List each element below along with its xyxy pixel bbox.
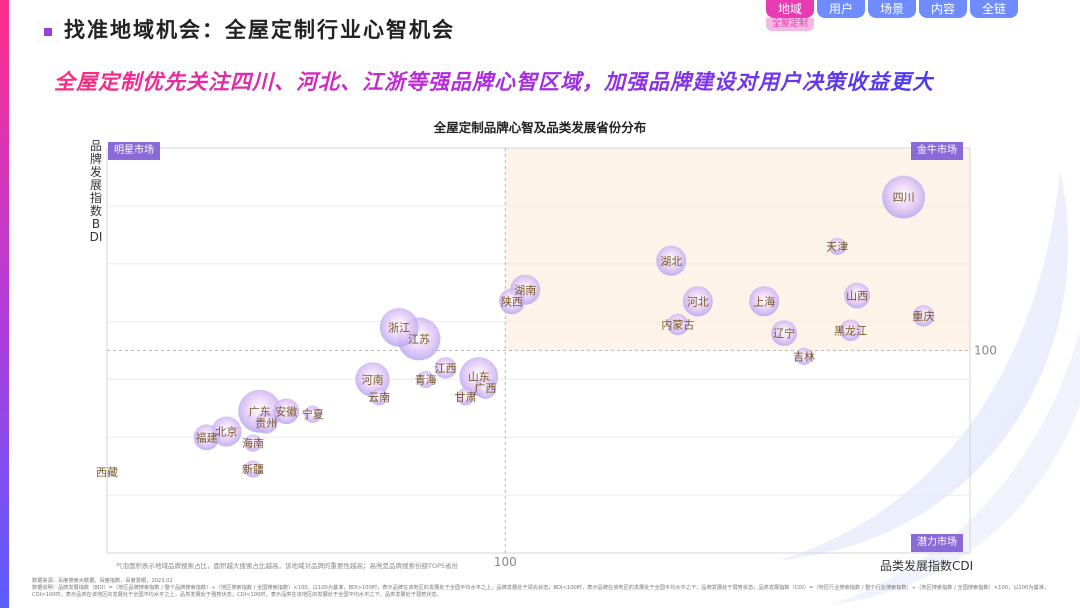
bubble-label: 内蒙古 [661,317,694,331]
bubble-label: 河南 [362,373,384,386]
bubble-label: 北京 [215,425,237,439]
bubble-label: 海南 [242,436,264,450]
quadrant-star-market: 明星市场 [108,142,160,160]
tab-full-chain[interactable]: 全链 [969,0,1018,18]
bubble-label: 贵州 [255,417,277,430]
tab-users[interactable]: 用户 [816,0,865,18]
bubble-陕西 [499,288,525,315]
bubble-福建 [193,424,220,451]
bubble-辽宁 [771,320,798,347]
bubble-label: 四川 [893,191,915,204]
bubble-label: 山东 [468,371,490,384]
chart-note: 气泡面积表示地域品牌搜索占比，面积越大搜索占比越高，该地域对品牌的重要性越高；高… [116,562,459,570]
bubble-甘肃 [456,388,475,406]
bubble-label: 江苏 [408,333,430,346]
tab-scenes[interactable]: 场景 [867,0,916,18]
bubble-江西 [434,357,457,379]
bubble-湖北 [656,245,687,276]
bubble-label: 天津 [826,240,848,253]
bubble-内蒙古 [667,313,689,336]
bubble-广西 [474,377,497,399]
x-tick-label: 100 [494,555,517,569]
tab-region-label: 地域 [777,2,802,16]
bubble-label: 宁夏 [302,407,324,421]
bubble-重庆 [912,305,935,327]
bubble-宁夏 [304,405,322,423]
bubble-label: 广西 [474,382,496,395]
bubble-四川 [882,175,926,219]
bubble-河北 [682,286,713,317]
bubble-安徽 [273,398,300,425]
header-marker [44,28,52,36]
bubble-label: 青海 [415,372,437,386]
bubble-上海 [749,286,780,317]
y-axis-label: 品牌发展指数BDI [89,139,103,244]
bubble-label: 上海 [753,294,775,308]
quadrant-cash-cow-market: 金牛市场 [911,142,963,160]
bubble-浙江 [379,308,419,347]
bubble-label: 甘肃 [454,391,476,404]
bubble-label: 山西 [846,290,868,303]
bubble-label: 云南 [368,391,390,404]
tab-content[interactable]: 内容 [918,0,967,18]
bubble-label: 陕西 [501,294,523,308]
footer-source: 数据来源：百度搜索大数据、百度指数、百度慧眼，2023.02 [32,578,173,584]
bubble-label: 福建 [196,430,218,444]
bubble-label: 河北 [687,295,709,308]
bubble-label: 浙江 [388,321,410,334]
footer-explanation: 数据说明：品牌发展指数（BDI）=（地区品牌搜索指数 / 整个品牌搜索指数）÷（… [32,585,1050,598]
x-axis-label: 品类发展指数CDI [880,559,974,573]
bubble-黑龙江 [839,319,862,341]
bubble-label: 广东 [249,405,271,418]
bubble-河南 [355,362,390,397]
bubble-label: 湖北 [660,255,682,268]
footer: 数据来源：百度搜索大数据、百度指数、百度慧眼，2023.02 数据说明：品牌发展… [32,578,1072,599]
bubble-青海 [417,370,435,389]
bubble-云南 [370,388,388,406]
bubble-label: 新疆 [242,462,264,476]
page-title: 找准地域机会：全屋定制行业心智机会 [64,18,455,42]
bubble-label: 江西 [435,362,457,375]
tab-bar: 地域 全屋定制 用户 场景 内容 全链 [765,0,1018,31]
y-tick-label: 100 [974,344,997,358]
bubble-山西 [844,282,871,309]
bubble-吉林 [795,347,813,365]
tab-region[interactable]: 地域 全屋定制 [765,0,814,31]
accent-stripe [0,0,9,608]
bubble-贵州 [255,412,278,434]
quadrant-potential-market: 潜力市场 [911,534,963,552]
bubble-label: 重庆 [913,309,935,323]
bubble-label: 安徽 [275,404,297,418]
bubble-label: 湖南 [514,284,536,297]
bubble-label: 黑龙江 [834,324,867,337]
bubble-新疆 [244,460,262,478]
tab-region-subtab[interactable]: 全屋定制 [765,18,814,31]
bubble-label: 吉林 [793,349,815,363]
headline: 全屋定制优先关注四川、河北、江浙等强品牌心智区域，加强品牌建设对用户决策收益更大 [54,66,934,96]
bubble-label: 西藏 [96,466,118,479]
bubble-label: 辽宁 [773,326,795,340]
bubble-海南 [244,434,262,452]
chart-title: 全屋定制品牌心智及品类发展省份分布 [433,120,647,135]
bubble-天津 [828,237,846,255]
